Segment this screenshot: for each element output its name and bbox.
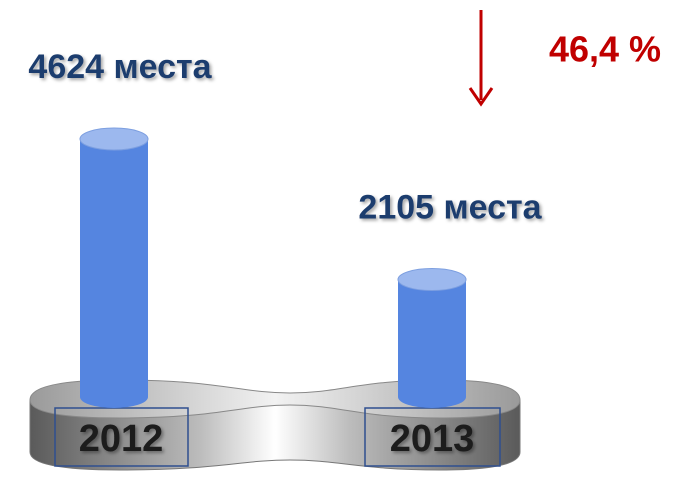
arrow-head	[468, 87, 494, 107]
bar	[80, 139, 148, 397]
value-label: 2105 места	[358, 189, 542, 227]
bar	[398, 279, 466, 397]
bar-top	[397, 268, 467, 292]
x-tick-label: 2013	[390, 418, 475, 460]
bar-top	[79, 127, 149, 151]
value-label: 4624 места	[28, 48, 212, 86]
x-tick-label: 2012	[79, 418, 164, 460]
annotation: 46,4 %	[549, 29, 661, 70]
category-box	[364, 407, 501, 467]
category-box	[54, 407, 189, 467]
